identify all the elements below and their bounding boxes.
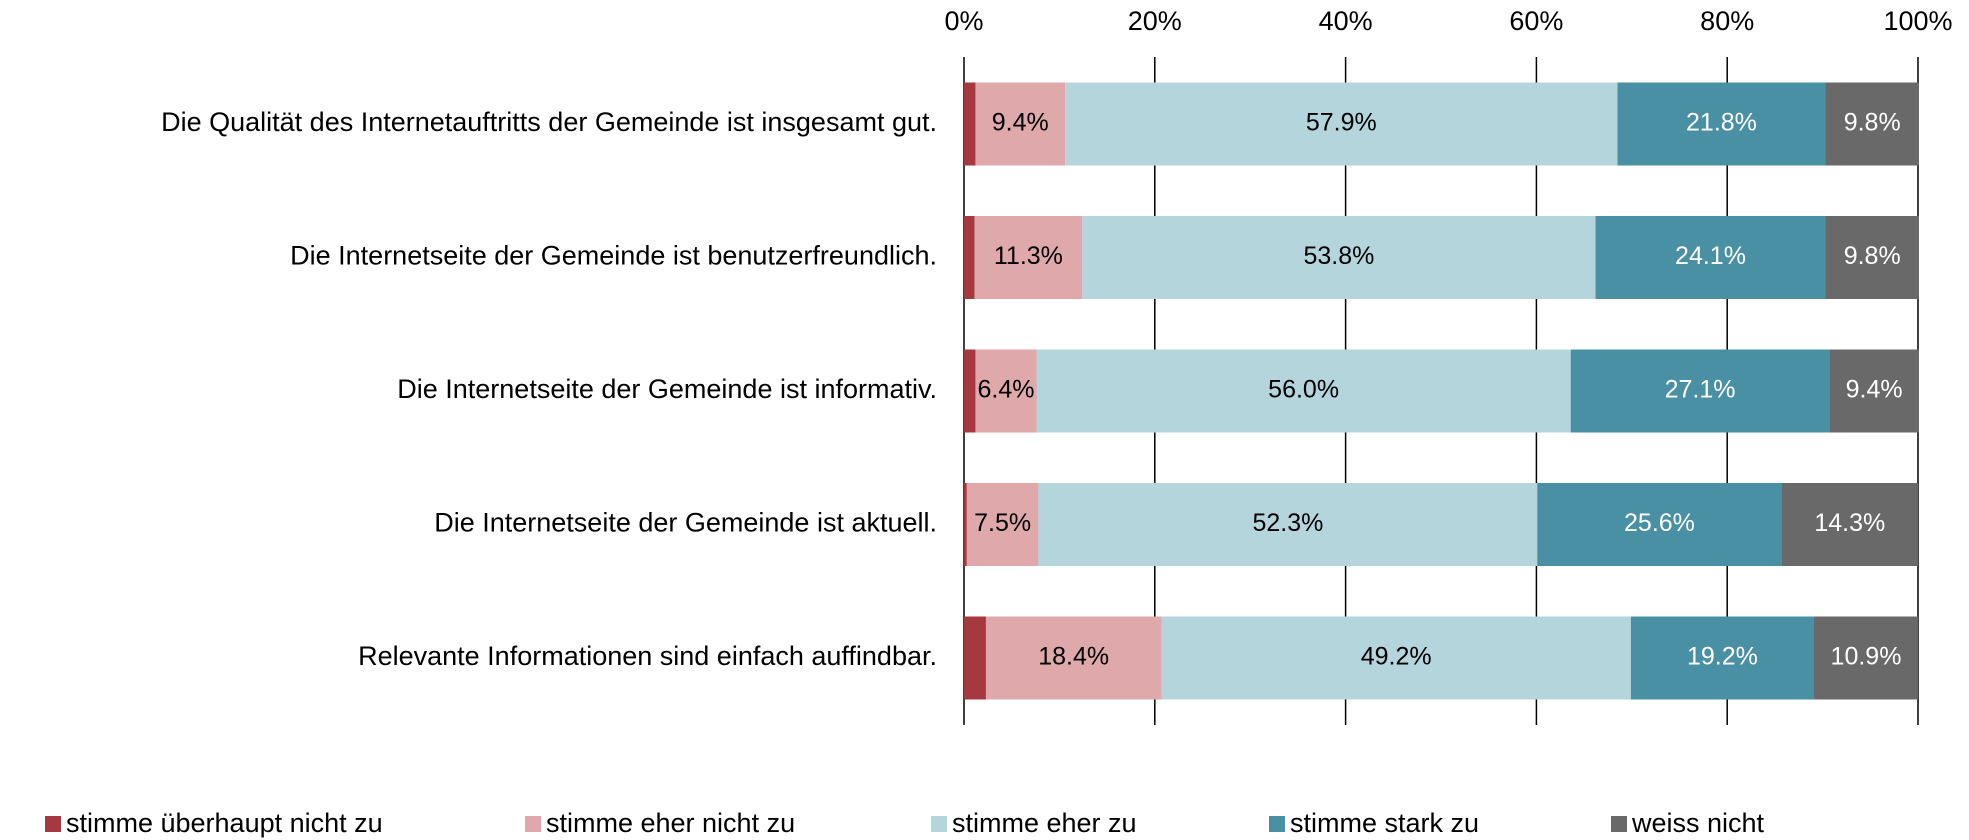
value-label: 57.9% xyxy=(1306,109,1377,137)
legend-swatch xyxy=(931,816,947,832)
value-label: 19.2% xyxy=(1687,643,1758,671)
bar-segment xyxy=(1570,349,1830,433)
value-label: 7.5% xyxy=(974,509,1031,537)
value-label: 25.6% xyxy=(1624,509,1695,537)
category-label: Die Internetseite der Gemeinde ist infor… xyxy=(397,374,937,404)
bar-segment xyxy=(974,216,1083,299)
bar-segment xyxy=(1036,349,1571,433)
category-label: Relevante Informationen sind einfach auf… xyxy=(358,641,937,671)
value-label: 21.8% xyxy=(1686,109,1757,137)
bar-segment xyxy=(1630,616,1815,700)
bar-segment xyxy=(1082,216,1596,299)
value-label: 14.3% xyxy=(1814,509,1885,537)
x-tick-label: 20% xyxy=(1128,6,1182,36)
bar-segment xyxy=(1781,483,1918,566)
bar-segment xyxy=(964,349,976,433)
x-tick-label: 0% xyxy=(944,6,983,36)
bar-segment xyxy=(1825,82,1919,166)
bar-segment xyxy=(1825,216,1919,299)
legend-swatch xyxy=(1611,816,1627,832)
bar-segment xyxy=(985,616,1162,700)
value-label: 9.8% xyxy=(1844,242,1901,270)
bar-segment xyxy=(1038,483,1538,566)
value-label: 52.3% xyxy=(1252,509,1323,537)
value-label: 11.3% xyxy=(994,242,1063,270)
bar-segment xyxy=(1537,483,1782,566)
value-label: 9.4% xyxy=(992,109,1049,137)
bar-segment xyxy=(964,616,986,700)
x-tick-label: 100% xyxy=(1883,6,1952,36)
bar-segment xyxy=(966,483,1039,566)
x-tick-label: 60% xyxy=(1509,6,1563,36)
bar-segment xyxy=(964,216,975,299)
value-label: 18.4% xyxy=(1038,643,1109,671)
legend-swatch xyxy=(1269,816,1285,832)
bar-segment xyxy=(1829,349,1919,433)
value-label: 24.1% xyxy=(1675,242,1746,270)
bar-segment xyxy=(1161,616,1631,700)
legend-label: stimme überhaupt nicht zu xyxy=(66,808,383,838)
bar-segment xyxy=(975,349,1037,433)
value-label: 9.8% xyxy=(1844,109,1901,137)
bar-segment xyxy=(1595,216,1826,299)
legend-label: stimme stark zu xyxy=(1290,808,1479,838)
bar-segment xyxy=(964,82,976,166)
category-label: Die Qualität des Internetauftritts der G… xyxy=(161,107,937,137)
bar-segment xyxy=(1814,616,1918,700)
x-tick-label: 40% xyxy=(1319,6,1373,36)
value-label: 6.4% xyxy=(977,376,1034,404)
bar-segment xyxy=(964,483,967,566)
bar-segment xyxy=(975,82,1066,166)
value-label: 10.9% xyxy=(1831,643,1902,671)
value-label: 27.1% xyxy=(1665,376,1736,404)
bar-segment xyxy=(1617,82,1826,166)
legend-swatch xyxy=(525,816,541,832)
value-label: 53.8% xyxy=(1303,242,1374,270)
category-label: Die Internetseite der Gemeinde ist benut… xyxy=(290,241,937,271)
legend-label: stimme eher nicht zu xyxy=(546,808,795,838)
value-label: 49.2% xyxy=(1361,643,1432,671)
category-label: Die Internetseite der Gemeinde ist aktue… xyxy=(434,508,937,538)
legend-label: stimme eher zu xyxy=(952,808,1137,838)
legend-swatch xyxy=(45,816,61,832)
bar-segment xyxy=(1065,82,1618,166)
value-label: 56.0% xyxy=(1268,376,1339,404)
x-tick-label: 80% xyxy=(1700,6,1754,36)
legend-label: weiss nicht xyxy=(1631,808,1765,838)
value-label: 9.4% xyxy=(1846,376,1903,404)
